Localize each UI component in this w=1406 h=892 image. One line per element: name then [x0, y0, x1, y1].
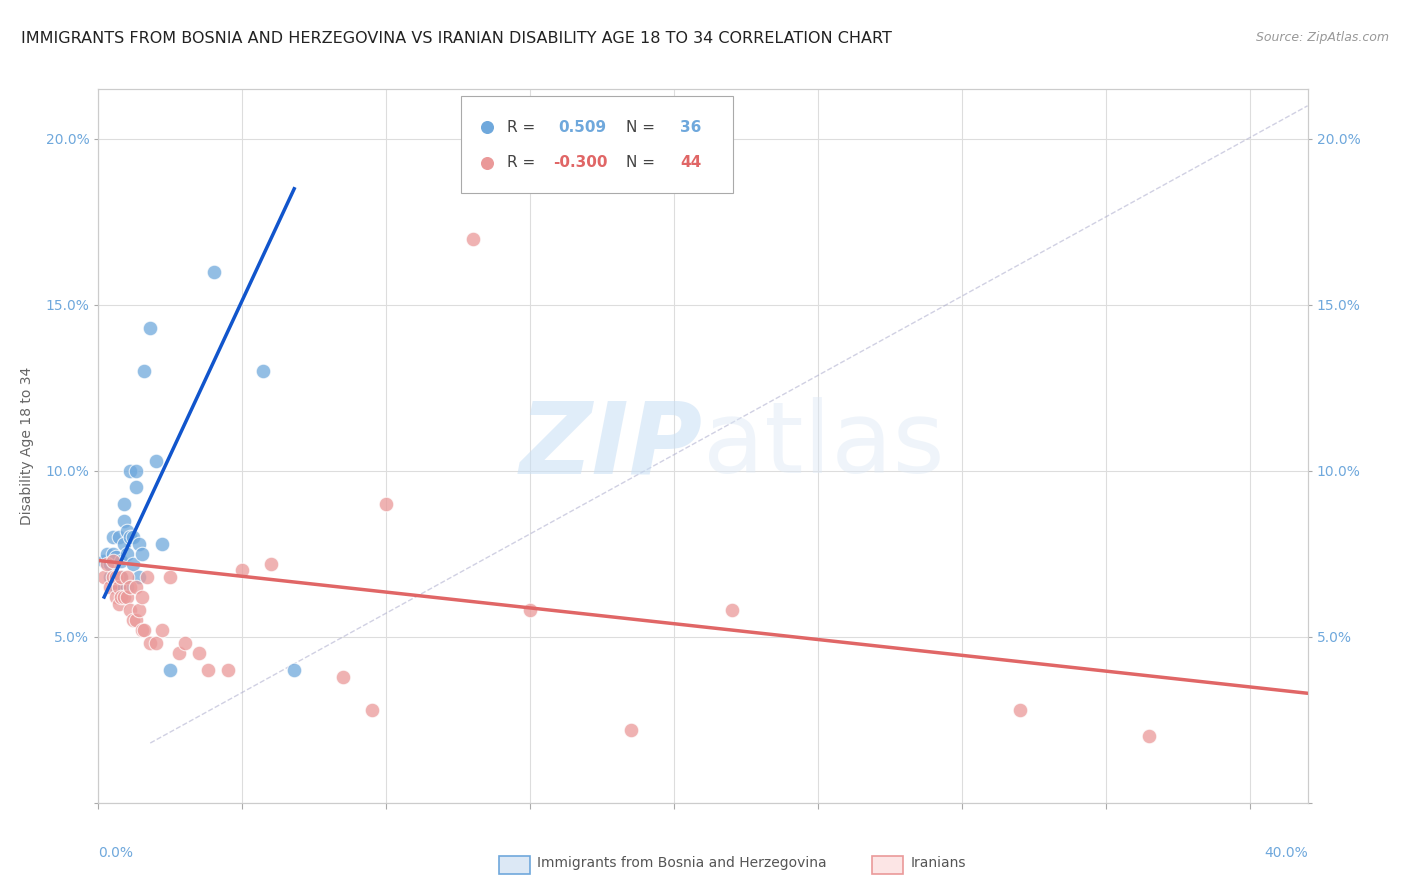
Point — [96, 557, 118, 571]
Point — [720, 603, 742, 617]
Point — [128, 537, 150, 551]
Point — [107, 597, 129, 611]
Text: 40.0%: 40.0% — [1264, 846, 1308, 860]
Point — [202, 265, 225, 279]
Point — [107, 580, 129, 594]
Point — [107, 570, 129, 584]
Point — [107, 530, 129, 544]
Point — [101, 570, 124, 584]
FancyBboxPatch shape — [461, 96, 734, 193]
Point — [104, 580, 127, 594]
Point — [104, 590, 127, 604]
Point — [115, 590, 138, 604]
Point — [159, 570, 181, 584]
Point — [93, 570, 115, 584]
Point — [150, 537, 173, 551]
Point — [375, 497, 398, 511]
Point — [461, 231, 484, 245]
Point — [115, 524, 138, 538]
Point — [104, 570, 127, 584]
Text: R =: R = — [508, 155, 536, 170]
Point — [134, 364, 156, 378]
Point — [128, 603, 150, 617]
Point — [122, 557, 145, 571]
Point — [139, 321, 162, 335]
Point — [131, 624, 153, 638]
Point — [112, 514, 135, 528]
Point — [104, 550, 127, 565]
Point — [283, 663, 305, 677]
Point — [145, 454, 167, 468]
Point — [159, 663, 181, 677]
Point — [260, 557, 283, 571]
Point — [519, 603, 541, 617]
Point — [361, 703, 384, 717]
Point — [110, 570, 132, 584]
Point — [98, 570, 121, 584]
Text: -0.300: -0.300 — [553, 155, 607, 170]
Point — [112, 497, 135, 511]
Point — [120, 603, 142, 617]
Point — [252, 364, 274, 378]
Point — [197, 663, 219, 677]
Point — [128, 570, 150, 584]
Point — [139, 636, 162, 650]
Point — [120, 530, 142, 544]
Point — [150, 624, 173, 638]
Point — [101, 553, 124, 567]
Text: Source: ZipAtlas.com: Source: ZipAtlas.com — [1256, 31, 1389, 45]
Point — [131, 547, 153, 561]
Point — [112, 537, 135, 551]
Point — [125, 580, 148, 594]
Text: N =: N = — [626, 155, 655, 170]
Text: N =: N = — [626, 120, 655, 135]
Point — [231, 564, 253, 578]
Text: atlas: atlas — [703, 398, 945, 494]
Text: 36: 36 — [681, 120, 702, 135]
Point — [93, 553, 115, 567]
Point — [136, 570, 159, 584]
Point — [110, 570, 132, 584]
Point — [101, 530, 124, 544]
Point — [134, 624, 156, 638]
Point — [115, 580, 138, 594]
Point — [188, 647, 211, 661]
Text: 0.0%: 0.0% — [98, 846, 134, 860]
Text: IMMIGRANTS FROM BOSNIA AND HERZEGOVINA VS IRANIAN DISABILITY AGE 18 TO 34 CORREL: IMMIGRANTS FROM BOSNIA AND HERZEGOVINA V… — [21, 31, 891, 46]
Point — [167, 647, 190, 661]
Point — [115, 570, 138, 584]
Point — [1137, 730, 1160, 744]
Point — [107, 580, 129, 594]
Point — [122, 530, 145, 544]
Point — [332, 670, 354, 684]
Point — [122, 613, 145, 627]
Y-axis label: Disability Age 18 to 34: Disability Age 18 to 34 — [21, 367, 34, 525]
Point — [125, 464, 148, 478]
Point — [112, 590, 135, 604]
Point — [217, 663, 239, 677]
Text: ZIP: ZIP — [520, 398, 703, 494]
Point — [120, 580, 142, 594]
Point — [145, 636, 167, 650]
Text: Immigrants from Bosnia and Herzegovina: Immigrants from Bosnia and Herzegovina — [537, 856, 827, 871]
Text: Iranians: Iranians — [911, 856, 966, 871]
Point — [96, 547, 118, 561]
Point — [110, 590, 132, 604]
Point — [173, 636, 195, 650]
Point — [110, 553, 132, 567]
Point — [120, 464, 142, 478]
Point — [98, 580, 121, 594]
Text: R =: R = — [508, 120, 536, 135]
Point — [1008, 703, 1031, 717]
Point — [115, 547, 138, 561]
Point — [620, 723, 643, 737]
Point — [101, 547, 124, 561]
Point — [98, 557, 121, 571]
Point — [125, 481, 148, 495]
Text: 44: 44 — [681, 155, 702, 170]
Point — [125, 613, 148, 627]
Text: 0.509: 0.509 — [558, 120, 606, 135]
Point — [131, 590, 153, 604]
